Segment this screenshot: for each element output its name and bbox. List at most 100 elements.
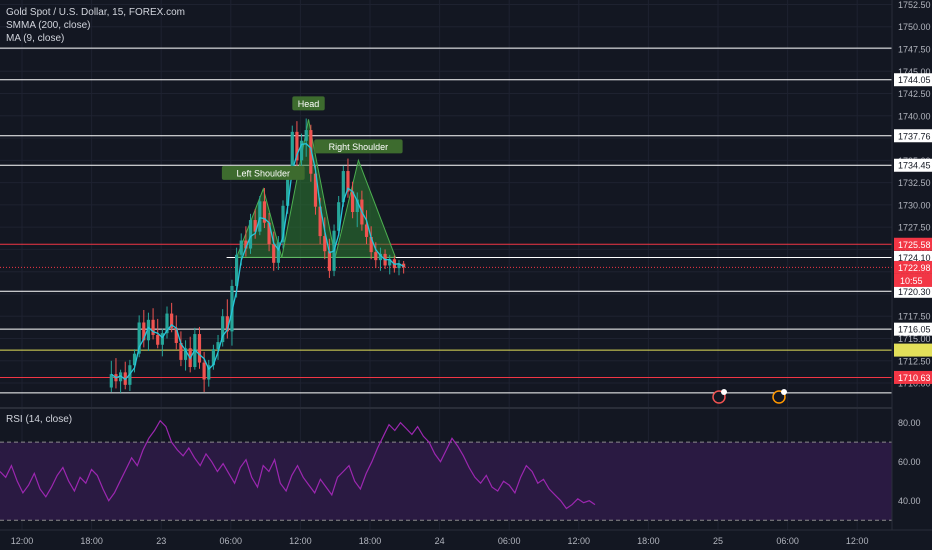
pattern-label: Right Shoulder (329, 142, 389, 152)
indicator-smma[interactable]: SMMA (200, close) (6, 20, 91, 31)
candle-body (183, 348, 188, 360)
yellow-level-tag (894, 343, 932, 357)
level-tag: 1710.63 (898, 373, 931, 383)
candle-body (174, 327, 178, 343)
candle-body (355, 199, 359, 213)
candle-body (202, 362, 206, 380)
level-tag: 1725.58 (898, 240, 931, 250)
pattern-triangle (281, 119, 336, 258)
time-tick-label: 12:00 (11, 536, 34, 546)
candle-body (351, 191, 355, 213)
level-tag-bg (894, 158, 932, 172)
time-tick-label: 12:00 (568, 536, 591, 546)
candle-body (369, 236, 373, 253)
price-tick-label: 1732.50 (898, 178, 931, 188)
pattern-triangle (334, 158, 397, 258)
candle-body (197, 334, 202, 363)
candle-body (290, 131, 294, 173)
time-tick-label: 25 (713, 536, 723, 546)
rsi-tick-label: 80.00 (898, 418, 921, 428)
level-tag: 1734.45 (898, 161, 931, 171)
ma-line (110, 143, 404, 381)
candle-body (216, 342, 220, 350)
candle-body (244, 240, 248, 249)
event-markers[interactable] (712, 389, 787, 404)
candle-body (304, 130, 308, 141)
candle-body (151, 319, 155, 335)
countdown-bg (894, 273, 932, 287)
time-tick-label: 12:00 (846, 536, 869, 546)
candle-body (402, 263, 406, 268)
price-tick-label: 1747.50 (898, 44, 931, 54)
candle-body (137, 322, 141, 354)
event-marker-badge (781, 389, 787, 395)
pattern-label-bg (221, 165, 305, 180)
candle-body (286, 172, 290, 206)
level-tag-bg (894, 284, 932, 298)
candle-body (262, 201, 267, 223)
candle-body (146, 319, 151, 341)
candle-body (179, 342, 183, 360)
candle-body (132, 353, 137, 366)
candle-body (323, 236, 327, 252)
candle-body (388, 259, 392, 266)
candle-body (309, 130, 313, 174)
candle-body (258, 201, 262, 232)
candle-body (327, 251, 331, 271)
price-axis[interactable]: 1752.50 1750.00 1747.50 1745.00 1742.50 1740.… (891, 0, 932, 550)
candle-body (211, 349, 215, 366)
time-tick-label: 18:00 (637, 536, 660, 546)
indicator-ma[interactable]: MA (9, close) (6, 33, 65, 44)
candle-body (160, 333, 164, 345)
candle-body (221, 316, 225, 343)
time-tick-label: 06:00 (776, 536, 799, 546)
level-tag-bg (894, 322, 932, 336)
level-tag-bg (894, 370, 932, 384)
rsi-pane (0, 407, 892, 521)
candle-body (207, 365, 211, 380)
price-tick-label: 1727.50 (898, 223, 931, 233)
time-tick-label: 24 (435, 536, 445, 546)
candle-body (374, 252, 378, 261)
candle-body (397, 263, 401, 269)
candle-body (337, 202, 341, 231)
rsi-band-fill (0, 442, 892, 521)
candle-body (299, 140, 304, 161)
chart-legend: Gold Spot / U.S. Dollar, 15, FOREX.com S… (6, 6, 185, 45)
candle-body (156, 334, 160, 345)
candle-body (281, 205, 285, 243)
pattern-label-bg (314, 139, 403, 154)
candle-body (142, 322, 146, 341)
candle-body (378, 253, 383, 261)
level-tag-bg (894, 129, 932, 143)
candle-body (170, 313, 174, 328)
last-price-tag: 1722.98 (898, 263, 931, 273)
price-tick-label: 1742.50 (898, 89, 931, 99)
candle-body (276, 242, 280, 263)
level-tag: 1720.30 (898, 287, 931, 297)
candle-body (341, 171, 345, 203)
pattern-labels: Left Shoulder Head Right Shoulder (221, 96, 403, 180)
time-tick-label: 06:00 (220, 536, 243, 546)
price-tick-label: 1712.50 (898, 356, 931, 366)
grid-lines (0, 0, 892, 530)
price-tick-label: 1750.00 (898, 22, 931, 32)
price-tick-label: 1730.00 (898, 200, 931, 210)
rsi-legend[interactable]: RSI (14, close) (6, 414, 73, 425)
candle-body (248, 220, 253, 249)
price-tick-label: 1752.50 (898, 0, 931, 10)
level-tag-bg (894, 237, 932, 251)
price-tick-label: 1745.00 (898, 67, 931, 77)
price-tick-label: 1715.00 (898, 334, 931, 344)
time-axis[interactable]: 12:00 18:00 23 06:00 12:00 18:00 24 06:00 12:00 1… (0, 529, 932, 546)
candle-body (225, 316, 229, 332)
rsi-tick-label: 40.00 (898, 496, 921, 506)
horizontal-levels (0, 47, 892, 394)
candle-body (313, 173, 318, 207)
candle-body (267, 222, 271, 245)
time-tick-label: 23 (156, 536, 166, 546)
symbol-title[interactable]: Gold Spot / U.S. Dollar, 15, FOREX.com (6, 7, 185, 18)
candle-body (272, 244, 276, 263)
level-tag: 1744.05 (898, 75, 931, 85)
